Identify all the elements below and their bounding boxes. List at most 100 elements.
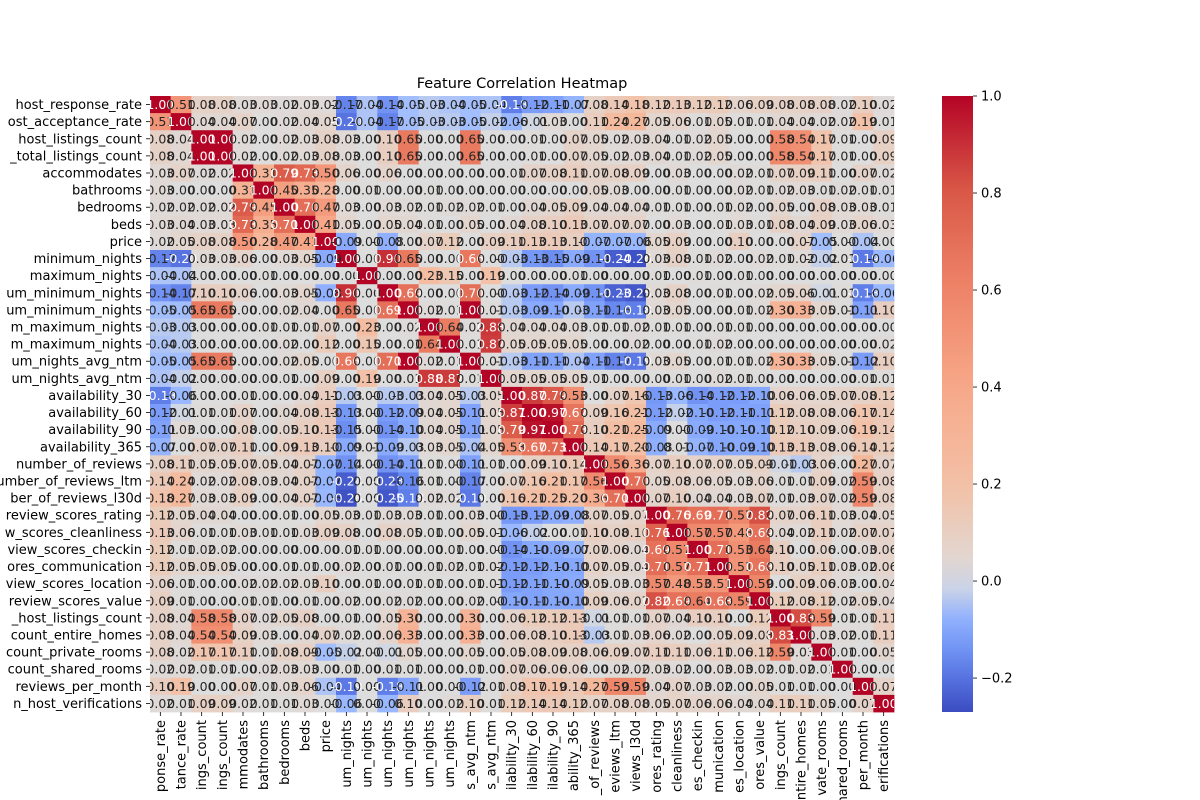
y-tick-label: um_minimum_nights (6, 286, 142, 301)
cell-annotation: 0.04 (870, 576, 898, 591)
cell-annotation: 0.10 (870, 354, 898, 369)
heatmap-cell (150, 147, 172, 165)
heatmap-cell (832, 113, 854, 131)
heatmap-cell (150, 181, 172, 200)
heatmap-cell (480, 130, 502, 148)
heatmap-cell (336, 198, 358, 217)
y-tick-label: ores_communication (7, 560, 142, 575)
colorbar-tick-label: 0.8 (981, 187, 1002, 202)
heatmap-cell (232, 198, 254, 217)
heatmap-cell (418, 164, 440, 182)
heatmap-cell (460, 164, 482, 182)
heatmap-cell (377, 96, 399, 114)
heatmap-cell (666, 130, 688, 148)
heatmap-cell (604, 96, 626, 114)
y-tick-label: um_nights_avg_ntm (11, 372, 142, 387)
heatmap-cell (666, 181, 688, 200)
cell-annotation: 1.00 (870, 696, 898, 711)
x-tick-label: hared_rooms (836, 720, 851, 800)
heatmap-cell (398, 164, 420, 182)
colorbar-tick-label: −0.2 (981, 672, 1013, 687)
cell-annotation: -0.06 (867, 251, 899, 266)
y-tick-label: availability_60 (48, 406, 142, 421)
heatmap-cell (191, 96, 213, 114)
heatmap-cell (212, 164, 234, 182)
x-tick-label: ings_count (195, 720, 210, 790)
heatmap-cell (232, 113, 254, 131)
heatmap-cell (336, 147, 358, 165)
cell-annotation: 0.05 (870, 645, 898, 660)
heatmap-cell (398, 113, 420, 131)
x-tick-label: bathrooms (257, 720, 272, 790)
heatmap-cell (336, 113, 358, 131)
cell-annotation: 0.05 (870, 508, 898, 523)
y-tick-label: price (110, 235, 142, 250)
heatmap-cell (646, 96, 668, 114)
heatmap-cell (439, 113, 461, 131)
colorbar-tick-label: 1.0 (981, 90, 1002, 105)
heatmap-cell (418, 96, 440, 114)
x-tick-label: ores_value (753, 720, 768, 790)
heatmap-cell (749, 181, 771, 200)
heatmap-cell (770, 181, 792, 200)
heatmap-cell (398, 147, 420, 165)
heatmap-cell (480, 181, 502, 200)
heatmap-cell (377, 147, 399, 165)
heatmap-cell (542, 164, 564, 182)
heatmap-cell (811, 113, 833, 131)
heatmap-cell (170, 96, 192, 114)
cell-annotation: 0.00 (870, 268, 898, 283)
y-tick-label: m_maximum_nights (11, 321, 143, 336)
heatmap-cell (418, 198, 440, 217)
x-tick-label: um_nights (381, 720, 396, 788)
heatmap-cell (728, 113, 750, 131)
heatmap-cell (170, 130, 192, 148)
heatmap-cell (542, 147, 564, 165)
heatmap-cell (253, 181, 275, 200)
heatmap-cell (170, 113, 192, 131)
colorbar-gradient (942, 96, 973, 712)
heatmap-cell (852, 130, 874, 148)
heatmap-cell (253, 130, 275, 148)
heatmap-cell (708, 96, 730, 114)
heatmap-cell (274, 113, 296, 131)
y-tick-label: um_nights_avg_ntm (11, 355, 142, 370)
x-tick-label: um_nights (340, 720, 355, 788)
x-tick-label: erifications (877, 720, 892, 792)
heatmap-cell (563, 96, 585, 114)
heatmap-cell (274, 198, 296, 217)
heatmap-cell (728, 181, 750, 200)
heatmap-cells (150, 96, 895, 713)
heatmap-cell (790, 96, 812, 114)
heatmap-cell (563, 130, 585, 148)
cell-annotation: 0.00 (870, 662, 898, 677)
heatmap-cell (212, 130, 234, 148)
heatmap-cell (480, 164, 502, 182)
colorbar-tick-label: 0.2 (981, 478, 1002, 493)
heatmap-cell (666, 113, 688, 131)
heatmap-cell (501, 96, 523, 114)
heatmap-cell (150, 113, 172, 131)
heatmap-cell (522, 147, 544, 165)
heatmap-cell (480, 113, 502, 131)
heatmap-cell (480, 96, 502, 114)
y-tick-label: um_minimum_nights (6, 303, 142, 318)
heatmap-cell (294, 113, 316, 131)
x-tick-label: tance_rate (175, 720, 190, 789)
cell-annotation: 0.08 (870, 474, 898, 489)
heatmap-cell (542, 130, 564, 148)
cell-annotation: 0.02 (870, 97, 898, 112)
heatmap-cell (852, 181, 874, 200)
heatmap-cell (170, 164, 192, 182)
heatmap-cell (728, 164, 750, 182)
heatmap-cell (770, 130, 792, 148)
x-tick-label: munication (712, 720, 727, 793)
cell-annotation: 0.11 (870, 628, 898, 643)
heatmap-cell (315, 96, 337, 114)
cell-annotation: 0.01 (870, 200, 898, 215)
heatmap-cell (212, 113, 234, 131)
heatmap-cell (460, 130, 482, 148)
heatmap-cell (749, 96, 771, 114)
heatmap-cell (522, 198, 544, 217)
